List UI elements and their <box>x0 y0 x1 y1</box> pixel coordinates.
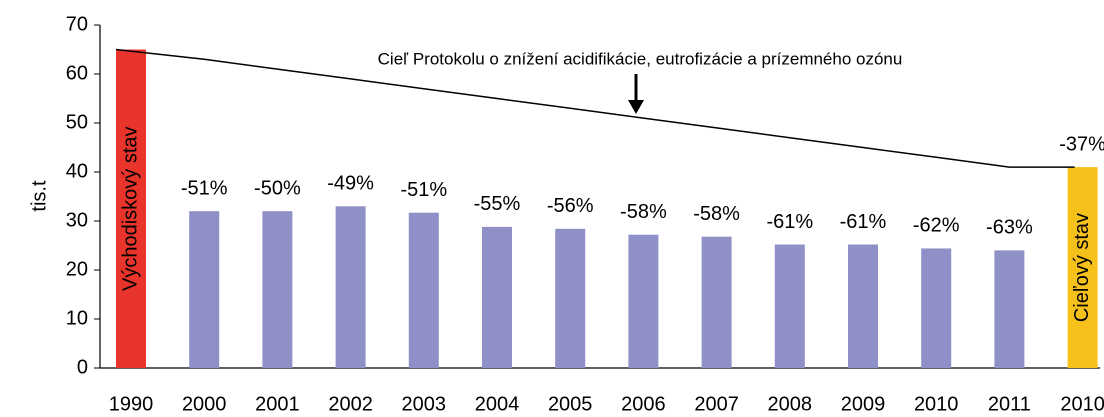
y-tick-label: 50 <box>66 111 88 133</box>
y-tick-label: 10 <box>66 307 88 329</box>
x-tick-label: 2011 <box>988 393 1031 415</box>
bar <box>408 212 439 368</box>
bar <box>628 234 659 368</box>
bar-label: -61% <box>840 211 887 233</box>
target-line-label: Cieľ Protokolu o znížení acidifikácie, e… <box>378 49 903 68</box>
bar <box>921 248 952 368</box>
bar <box>994 250 1025 368</box>
bar <box>189 211 220 368</box>
x-tick-label: 2004 <box>475 393 520 415</box>
x-tick-label: 1990 <box>109 393 154 415</box>
bar <box>116 49 146 368</box>
bar <box>335 206 366 368</box>
x-tick-label: 2005 <box>548 393 593 415</box>
bar-label: -55% <box>474 193 521 215</box>
bar <box>555 228 586 368</box>
bar-label: -61% <box>766 211 813 233</box>
arrow-head <box>628 100 644 114</box>
x-tick-label: 2009 <box>841 393 886 415</box>
bar-label: -63% <box>986 217 1033 239</box>
x-tick-label: 2010 <box>914 393 959 415</box>
target-line <box>115 48 1075 168</box>
x-tick-label: 2010 <box>1060 393 1104 415</box>
bar <box>262 211 293 368</box>
x-tick-label: 2008 <box>768 393 813 415</box>
x-tick-label: 2003 <box>402 393 447 415</box>
bar <box>848 244 878 368</box>
bar-label: -50% <box>254 177 301 199</box>
bar-label: -58% <box>693 203 740 225</box>
y-tick-label: 40 <box>66 160 88 182</box>
bar-label: -51% <box>181 177 228 199</box>
bar-label: -37% <box>1059 133 1104 155</box>
x-tick-label: 2002 <box>328 393 373 415</box>
y-tick-label: 30 <box>66 209 88 231</box>
inner-label: Východiskový stav <box>119 126 141 291</box>
bar-label: -58% <box>620 201 667 223</box>
bar <box>774 244 805 368</box>
x-tick-label: 2001 <box>255 393 300 415</box>
bar <box>482 226 512 368</box>
bar <box>1067 167 1098 368</box>
x-tick-label: 2007 <box>694 393 739 415</box>
x-tick-label: 2006 <box>621 393 666 415</box>
bar-label: -56% <box>547 195 594 217</box>
y-axis-label: tis.t <box>28 180 50 212</box>
y-tick-label: 60 <box>66 62 88 84</box>
y-tick-label: 0 <box>77 356 88 378</box>
y-tick-label: 20 <box>66 258 88 280</box>
bar-label: -49% <box>327 173 374 195</box>
x-tick-label: 2000 <box>182 393 227 415</box>
bar-label: -51% <box>400 179 447 201</box>
y-tick-label: 70 <box>66 13 88 35</box>
bar <box>701 236 732 368</box>
bar-label: -62% <box>913 215 960 237</box>
inner-label: Cieľový stav <box>1071 213 1093 322</box>
